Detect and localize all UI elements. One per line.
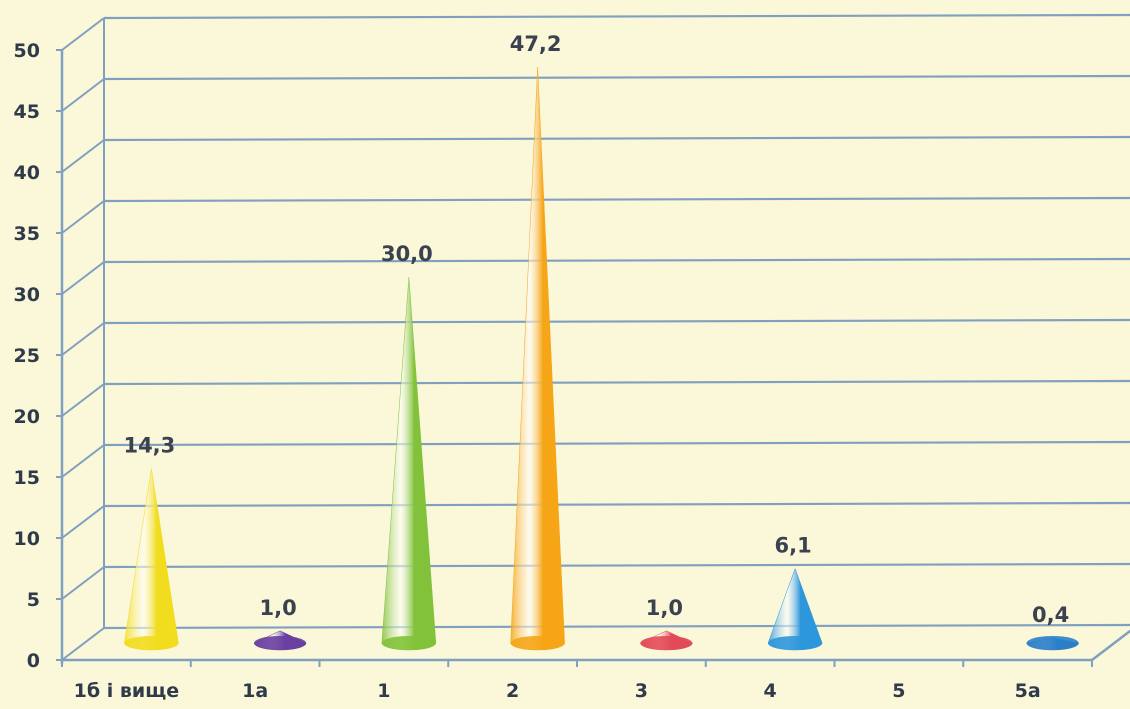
x-tick-label: 1б і вище bbox=[74, 680, 179, 702]
cone-base bbox=[640, 636, 693, 650]
y-tick-label: 40 bbox=[14, 162, 40, 184]
y-tick-label: 50 bbox=[14, 40, 40, 62]
side-wall-line bbox=[61, 17, 105, 51]
floor-right-edge bbox=[1091, 629, 1130, 661]
x-tick-label: 4 bbox=[764, 680, 777, 702]
side-wall-line bbox=[61, 566, 105, 600]
side-wall-line bbox=[61, 383, 105, 417]
side-wall-line bbox=[61, 200, 105, 234]
data-label: 0,4 bbox=[1032, 603, 1069, 627]
gridline bbox=[103, 562, 1130, 569]
cone-base bbox=[254, 636, 307, 650]
side-wall-line bbox=[61, 261, 105, 295]
y-tick-label: 20 bbox=[14, 406, 40, 428]
cone-base bbox=[1026, 636, 1079, 650]
data-label: 30,0 bbox=[381, 242, 433, 266]
y-tick-label: 30 bbox=[14, 284, 40, 306]
x-tick-label: 1 bbox=[377, 680, 390, 702]
cone-bar bbox=[510, 67, 565, 651]
gridline bbox=[103, 623, 1130, 630]
y-tick-label: 45 bbox=[14, 101, 40, 123]
gridline bbox=[103, 257, 1130, 264]
data-labels: 14,3 1,0 30,0 47,2 1,0 6,1 0,4 bbox=[123, 32, 1069, 627]
cone-bar bbox=[124, 468, 179, 651]
gridline bbox=[103, 196, 1130, 203]
x-tick-label: 5 bbox=[892, 680, 905, 702]
data-label: 14,3 bbox=[123, 434, 175, 458]
cone-base bbox=[510, 636, 565, 650]
side-wall-line bbox=[61, 627, 105, 661]
side-wall-line bbox=[61, 505, 105, 539]
gridline bbox=[103, 318, 1130, 325]
axes bbox=[56, 18, 1130, 667]
gridline bbox=[103, 379, 1130, 386]
y-tick-label: 25 bbox=[14, 345, 40, 367]
y-tick-labels: 0 5 10 15 20 25 30 35 40 45 50 bbox=[14, 40, 40, 672]
x-tick-labels: 1б і вище 1а 1 2 3 4 5 5а bbox=[74, 680, 1041, 702]
side-wall-line bbox=[61, 322, 105, 356]
y-tick-label: 15 bbox=[14, 467, 40, 489]
gridline bbox=[103, 74, 1130, 81]
gridline bbox=[103, 13, 1130, 20]
y-tick-label: 0 bbox=[27, 650, 40, 672]
data-label: 6,1 bbox=[775, 534, 812, 558]
side-wall-line bbox=[61, 78, 105, 112]
x-tick-label: 3 bbox=[635, 680, 648, 702]
gridline bbox=[103, 135, 1130, 142]
cone-base bbox=[768, 636, 823, 650]
cone-bar bbox=[381, 276, 437, 651]
cone-base bbox=[381, 636, 436, 650]
gridline bbox=[103, 440, 1130, 447]
y-tick-label: 5 bbox=[27, 589, 40, 611]
x-tick-label: 2 bbox=[506, 680, 519, 702]
cone-base bbox=[124, 636, 179, 650]
y-tick-label: 35 bbox=[14, 223, 40, 245]
x-tick-label: 1а bbox=[242, 680, 268, 702]
gridlines bbox=[61, 13, 1130, 661]
y-tick-label: 10 bbox=[14, 528, 40, 550]
data-label: 1,0 bbox=[646, 596, 683, 620]
x-tick-label: 5а bbox=[1015, 680, 1041, 702]
side-wall-line bbox=[61, 444, 105, 478]
side-wall-line bbox=[61, 139, 105, 173]
data-label: 1,0 bbox=[260, 596, 297, 620]
data-cones bbox=[124, 67, 1079, 651]
data-label: 47,2 bbox=[510, 32, 562, 56]
gridline bbox=[103, 501, 1130, 508]
